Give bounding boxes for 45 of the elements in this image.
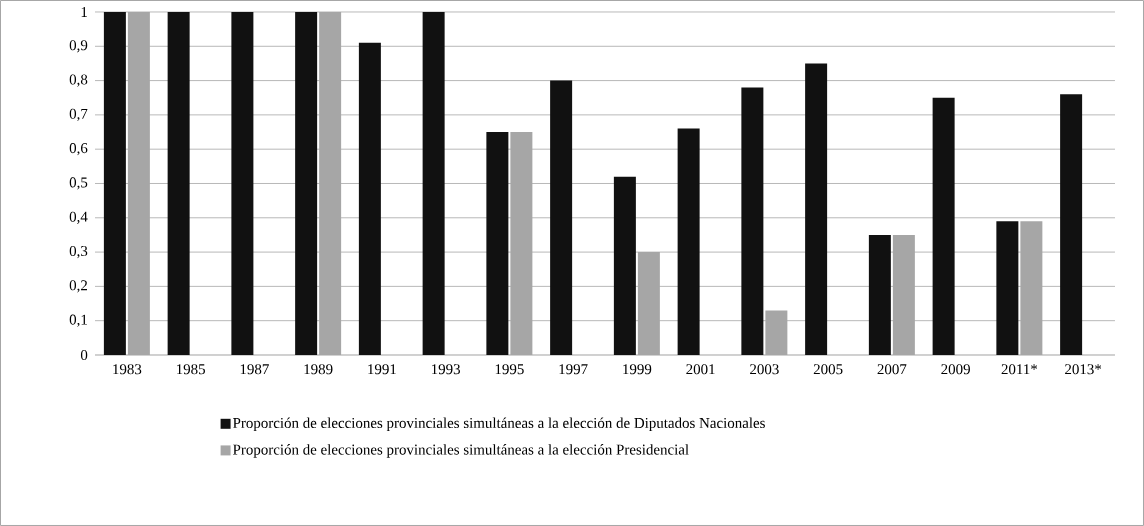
x-tick-label: 2005: [813, 364, 843, 375]
bar: [231, 11, 254, 355]
x-tick-label: 1993: [432, 364, 460, 375]
x-tick-label: 1991: [368, 364, 396, 375]
y-tick-label: 0,8: [69, 74, 88, 87]
x-tick-label: 1983: [113, 364, 142, 375]
x-tick-label: 1995: [495, 364, 524, 375]
bar: [613, 176, 636, 355]
bar: [868, 234, 891, 355]
y-tick-label: 0,9: [69, 40, 88, 53]
x-tick-label: 1989: [304, 364, 333, 375]
x-tick-label: 1999: [623, 364, 652, 375]
x-tick-label: 2013*: [1065, 364, 1102, 375]
x-tick-label: 2001: [686, 364, 715, 375]
y-tick-label: 1: [81, 7, 87, 17]
bar: [932, 97, 955, 355]
x-tick-label: 2007: [877, 364, 907, 375]
bar: [550, 80, 573, 355]
y-tick-label: 0,7: [69, 108, 88, 121]
y-tick-label: 0,1: [69, 314, 87, 327]
y-tick-label: 0,2: [69, 280, 87, 293]
bar: [103, 11, 126, 355]
x-tick-label: 1997: [559, 364, 588, 375]
bar: [805, 63, 828, 355]
bar: [486, 132, 509, 355]
bar: [996, 221, 1019, 355]
legend-label: Proporción de elecciones provinciales simultáneas a la elección Presidencial: [233, 444, 689, 458]
bar: [741, 87, 764, 355]
bar: [295, 11, 318, 355]
legend-label: Proporción de elecciones provinciales simultáneas a la elección de Diputados Nacionales: [233, 417, 765, 432]
x-tick-label: 2003: [750, 364, 779, 375]
x-tick-label: 1987: [240, 364, 269, 375]
bar: [358, 42, 381, 355]
y-tick-label: 0,3: [69, 245, 88, 259]
bar: [677, 128, 700, 355]
y-tick-label: 0,6: [69, 143, 88, 156]
bar: [422, 11, 445, 355]
bar: [1060, 94, 1083, 355]
x-tick-label: 1985: [177, 364, 205, 375]
y-tick-label: 0: [80, 349, 88, 361]
x-tick-label: 2009: [941, 364, 970, 375]
bar: [167, 11, 190, 355]
y-tick-label: 0,4: [69, 211, 88, 224]
y-tick-label: 0,5: [69, 177, 88, 190]
x-tick-label: 2011*: [1001, 364, 1038, 375]
